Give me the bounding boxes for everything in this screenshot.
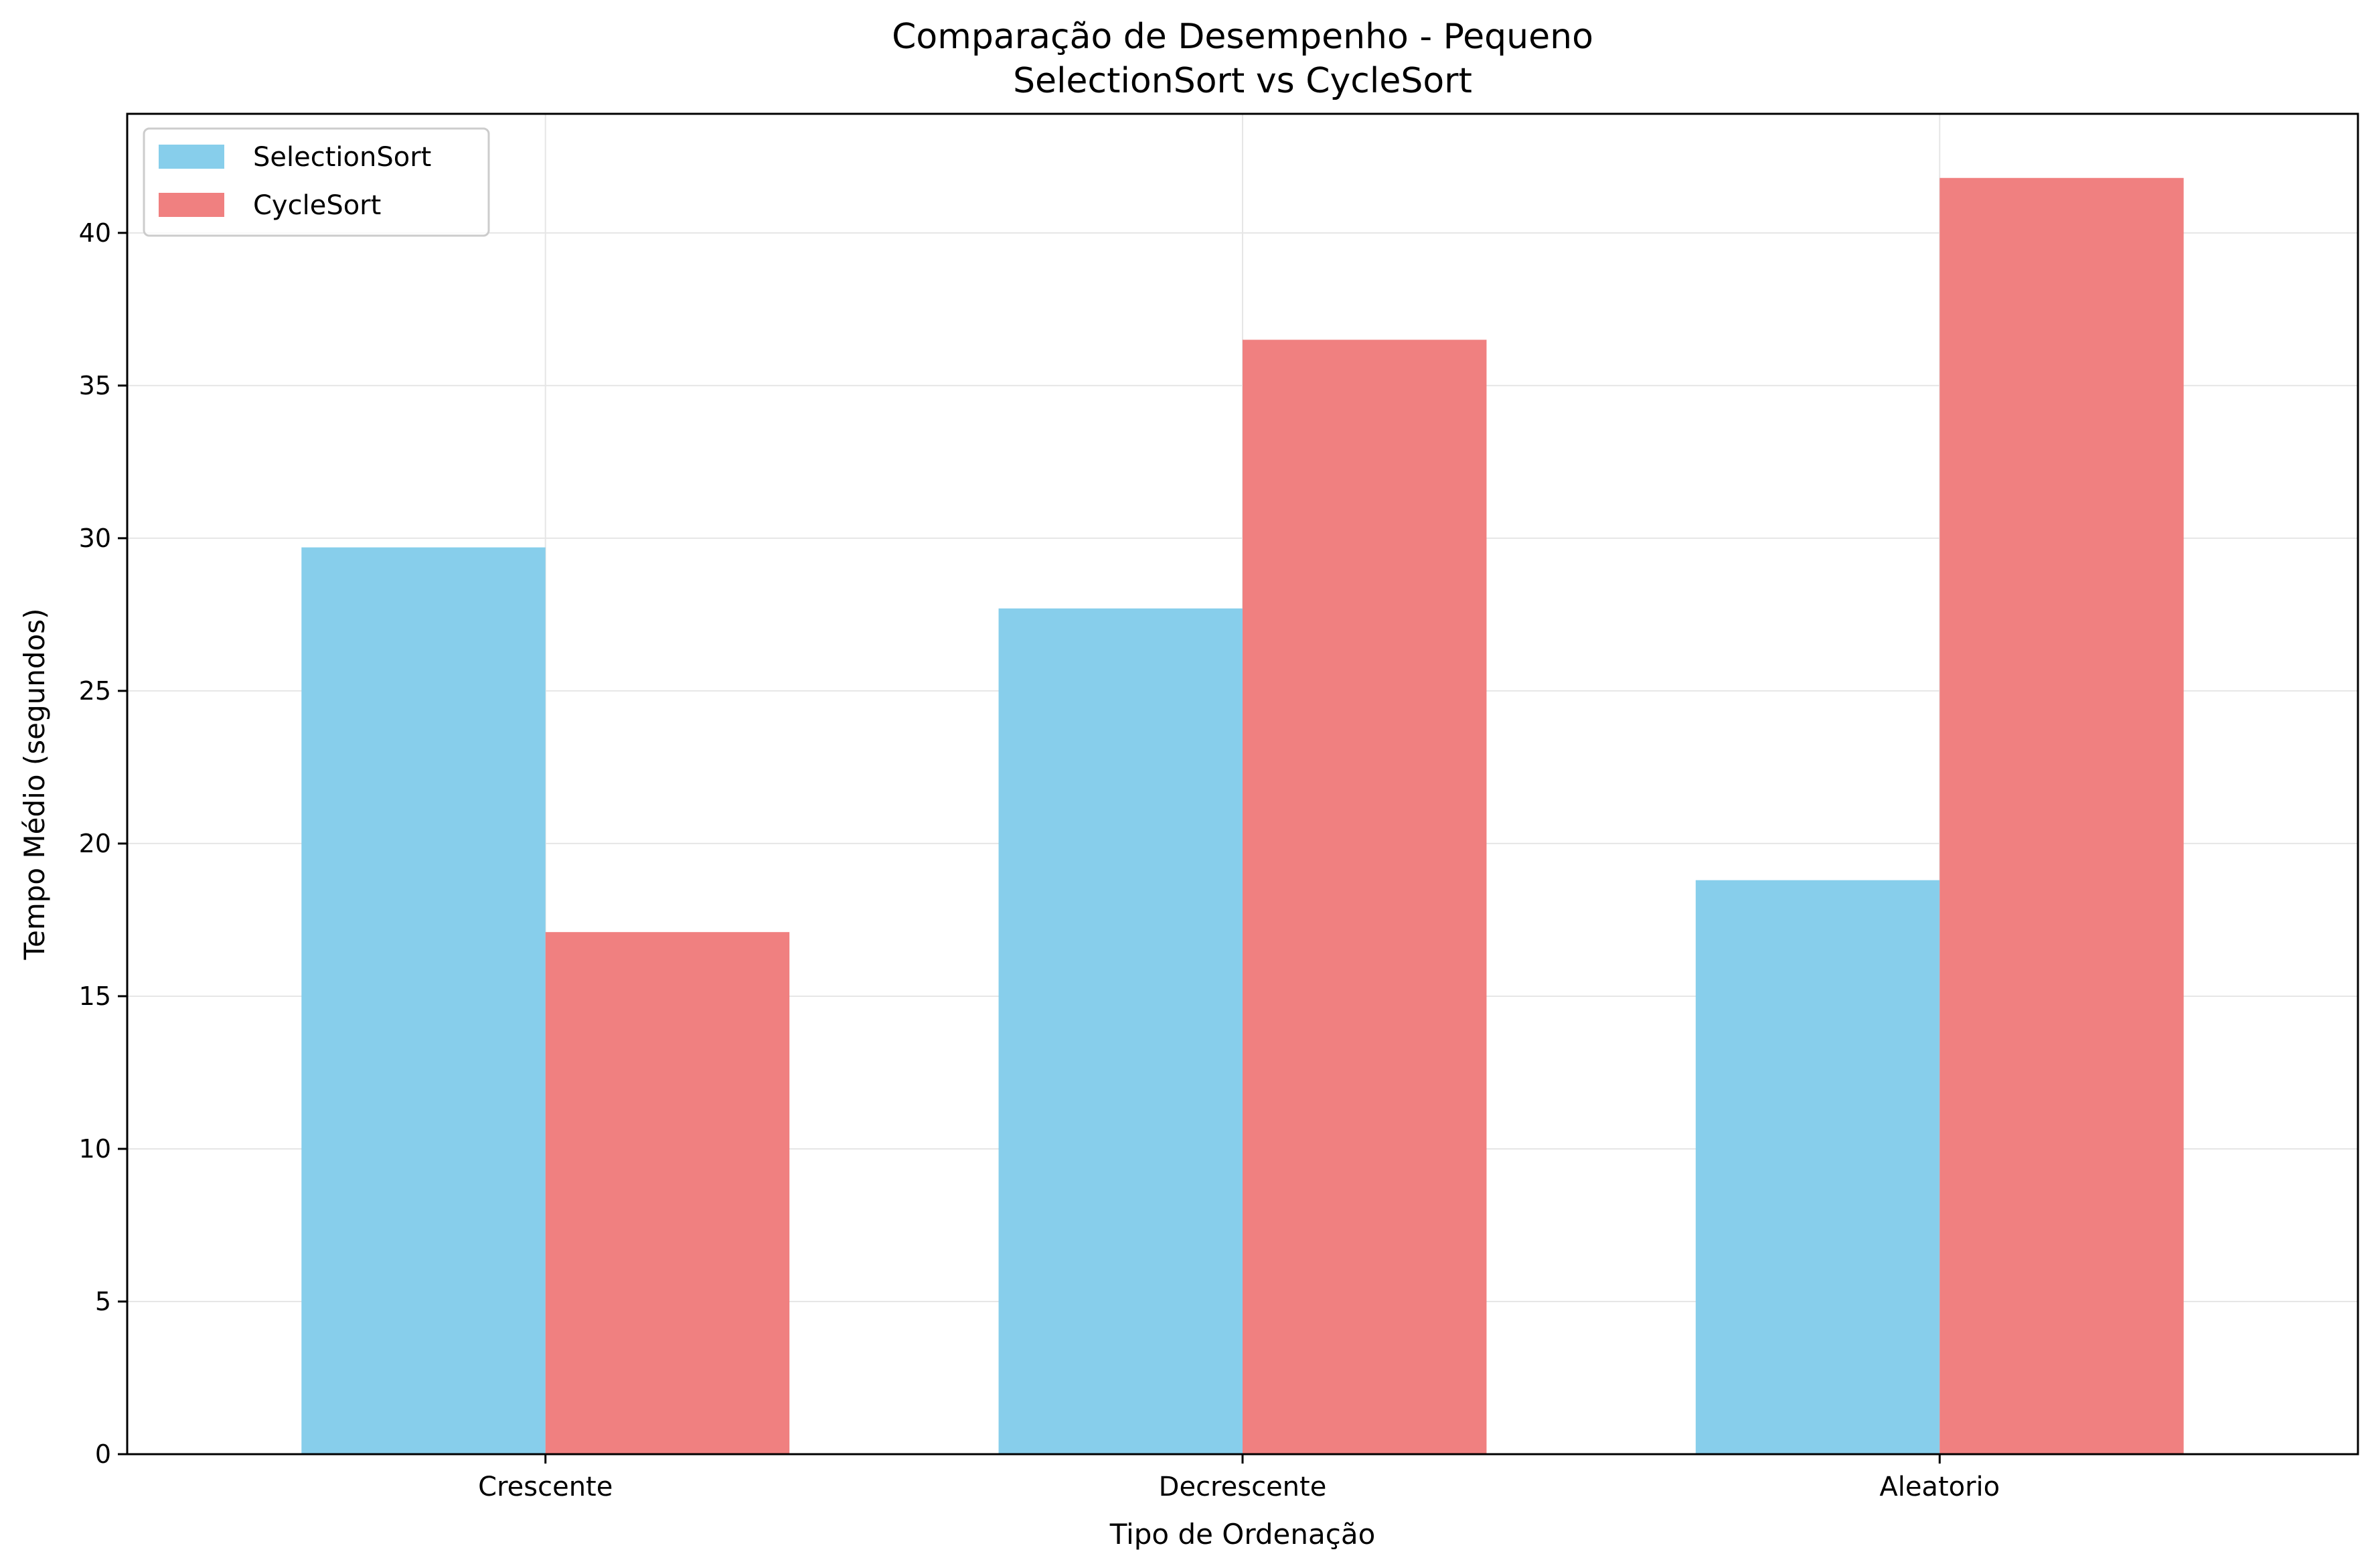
y-axis-label: Tempo Médio (segundos)	[18, 608, 51, 960]
bar-cyclesort-crescente	[545, 932, 790, 1454]
chart-title-line2: SelectionSort vs CycleSort	[1013, 61, 1472, 101]
bar-cyclesort-aleatorio	[1940, 177, 2184, 1455]
y-tick-label: 10	[79, 1134, 111, 1164]
legend-swatch-selectionsort	[159, 145, 224, 169]
x-tick-label: Aleatorio	[1879, 1472, 2000, 1502]
bar-cyclesort-decrescente	[1243, 339, 1487, 1454]
legend-label-selectionsort: SelectionSort	[253, 142, 431, 173]
legend-label-cyclesort: CycleSort	[253, 190, 381, 221]
y-tick-label: 15	[79, 982, 111, 1011]
y-tick-label: 40	[79, 218, 111, 248]
y-tick-label: 0	[95, 1439, 111, 1469]
y-tick-label: 35	[79, 371, 111, 400]
legend-swatch-cyclesort	[159, 193, 224, 217]
axis-ticks: 0 5 10 15 20 25 30 35 40 Crescente Decrescente Alea…	[79, 218, 2000, 1502]
x-tick-label: Decrescente	[1159, 1472, 1327, 1502]
y-tick-label: 30	[79, 524, 111, 553]
y-tick-label: 25	[79, 676, 111, 706]
x-tick-label: Crescente	[478, 1472, 613, 1502]
bar-selectionsort-decrescente	[998, 608, 1243, 1454]
y-tick-label: 5	[95, 1287, 111, 1316]
legend: SelectionSort CycleSort	[143, 127, 490, 237]
chart-title-line1: Comparação de Desempenho - Pequeno	[892, 17, 1593, 57]
y-tick-label: 20	[79, 829, 111, 858]
bars	[301, 177, 2184, 1455]
x-axis-label: Tipo de Ordenação	[1109, 1518, 1376, 1551]
bar-selectionsort-aleatorio	[1695, 880, 1940, 1454]
legend-box	[143, 127, 490, 237]
bar-selectionsort-crescente	[301, 547, 546, 1454]
